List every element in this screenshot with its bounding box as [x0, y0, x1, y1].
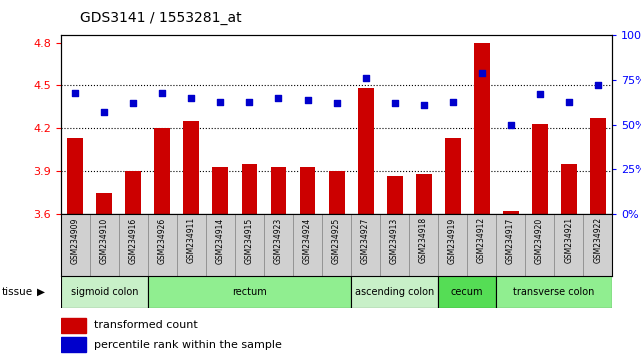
Point: [390, 101, 400, 106]
Text: GSM234927: GSM234927: [361, 217, 370, 263]
Point: [71, 90, 81, 96]
Bar: [242, 164, 258, 214]
Bar: [554, 214, 583, 276]
Bar: [387, 176, 403, 214]
Text: GSM234909: GSM234909: [71, 217, 80, 264]
Text: GSM234911: GSM234911: [187, 217, 196, 263]
Point: [563, 99, 574, 104]
Text: GSM234914: GSM234914: [216, 217, 225, 263]
Bar: [61, 276, 148, 308]
Bar: [583, 214, 612, 276]
Bar: [590, 118, 606, 214]
Bar: [96, 193, 112, 214]
Text: transverse colon: transverse colon: [513, 287, 595, 297]
Point: [592, 82, 603, 88]
Point: [331, 101, 342, 106]
Text: ascending colon: ascending colon: [355, 287, 434, 297]
Bar: [271, 167, 287, 214]
Text: GSM234912: GSM234912: [477, 217, 486, 263]
Point: [99, 109, 110, 115]
Bar: [126, 171, 142, 214]
Bar: [380, 214, 409, 276]
Bar: [445, 138, 461, 214]
Text: GSM234913: GSM234913: [390, 217, 399, 263]
Bar: [438, 276, 496, 308]
Bar: [90, 214, 119, 276]
Bar: [358, 88, 374, 214]
Text: rectum: rectum: [232, 287, 267, 297]
Point: [506, 122, 516, 128]
Text: percentile rank within the sample: percentile rank within the sample: [94, 339, 282, 350]
Point: [273, 95, 283, 101]
Text: GDS3141 / 1553281_at: GDS3141 / 1553281_at: [80, 11, 242, 25]
Bar: [351, 214, 380, 276]
Bar: [264, 214, 293, 276]
Bar: [235, 214, 264, 276]
Text: GSM234924: GSM234924: [303, 217, 312, 263]
Bar: [531, 124, 547, 214]
Point: [447, 99, 458, 104]
Point: [244, 99, 254, 104]
Text: GSM234917: GSM234917: [506, 217, 515, 263]
Point: [187, 95, 197, 101]
Text: GSM234916: GSM234916: [129, 217, 138, 263]
Bar: [467, 214, 496, 276]
Bar: [293, 214, 322, 276]
Bar: [119, 214, 148, 276]
Text: GSM234915: GSM234915: [245, 217, 254, 263]
Bar: [474, 42, 490, 214]
Text: GSM234926: GSM234926: [158, 217, 167, 263]
Bar: [438, 214, 467, 276]
Point: [419, 102, 429, 108]
Bar: [496, 214, 525, 276]
Text: transformed count: transformed count: [94, 320, 197, 330]
Bar: [299, 167, 315, 214]
Point: [215, 99, 226, 104]
Bar: [329, 171, 344, 214]
Text: GSM234922: GSM234922: [593, 217, 602, 263]
Bar: [61, 318, 86, 333]
Text: GSM234921: GSM234921: [564, 217, 573, 263]
Text: GSM234925: GSM234925: [332, 217, 341, 263]
Bar: [409, 214, 438, 276]
Text: sigmoid colon: sigmoid colon: [71, 287, 138, 297]
Bar: [67, 138, 83, 214]
Text: GSM234923: GSM234923: [274, 217, 283, 263]
Bar: [177, 214, 206, 276]
Bar: [61, 214, 90, 276]
Text: GSM234919: GSM234919: [448, 217, 457, 263]
Point: [303, 97, 313, 103]
Bar: [154, 129, 171, 214]
Point: [157, 90, 167, 96]
Bar: [496, 276, 612, 308]
Point: [476, 70, 487, 76]
Bar: [415, 174, 431, 214]
Text: GSM234910: GSM234910: [100, 217, 109, 263]
Text: tissue: tissue: [2, 287, 33, 297]
Bar: [213, 167, 228, 214]
Text: cecum: cecum: [451, 287, 483, 297]
Bar: [322, 214, 351, 276]
Bar: [503, 211, 519, 214]
Text: ▶: ▶: [37, 287, 45, 297]
Bar: [148, 214, 177, 276]
Bar: [61, 337, 86, 352]
Text: GSM234918: GSM234918: [419, 217, 428, 263]
Bar: [148, 276, 351, 308]
Point: [360, 75, 370, 81]
Bar: [206, 214, 235, 276]
Bar: [561, 164, 577, 214]
Bar: [183, 121, 199, 214]
Bar: [525, 214, 554, 276]
Text: GSM234920: GSM234920: [535, 217, 544, 263]
Bar: [351, 276, 438, 308]
Point: [128, 101, 138, 106]
Point: [535, 92, 545, 97]
